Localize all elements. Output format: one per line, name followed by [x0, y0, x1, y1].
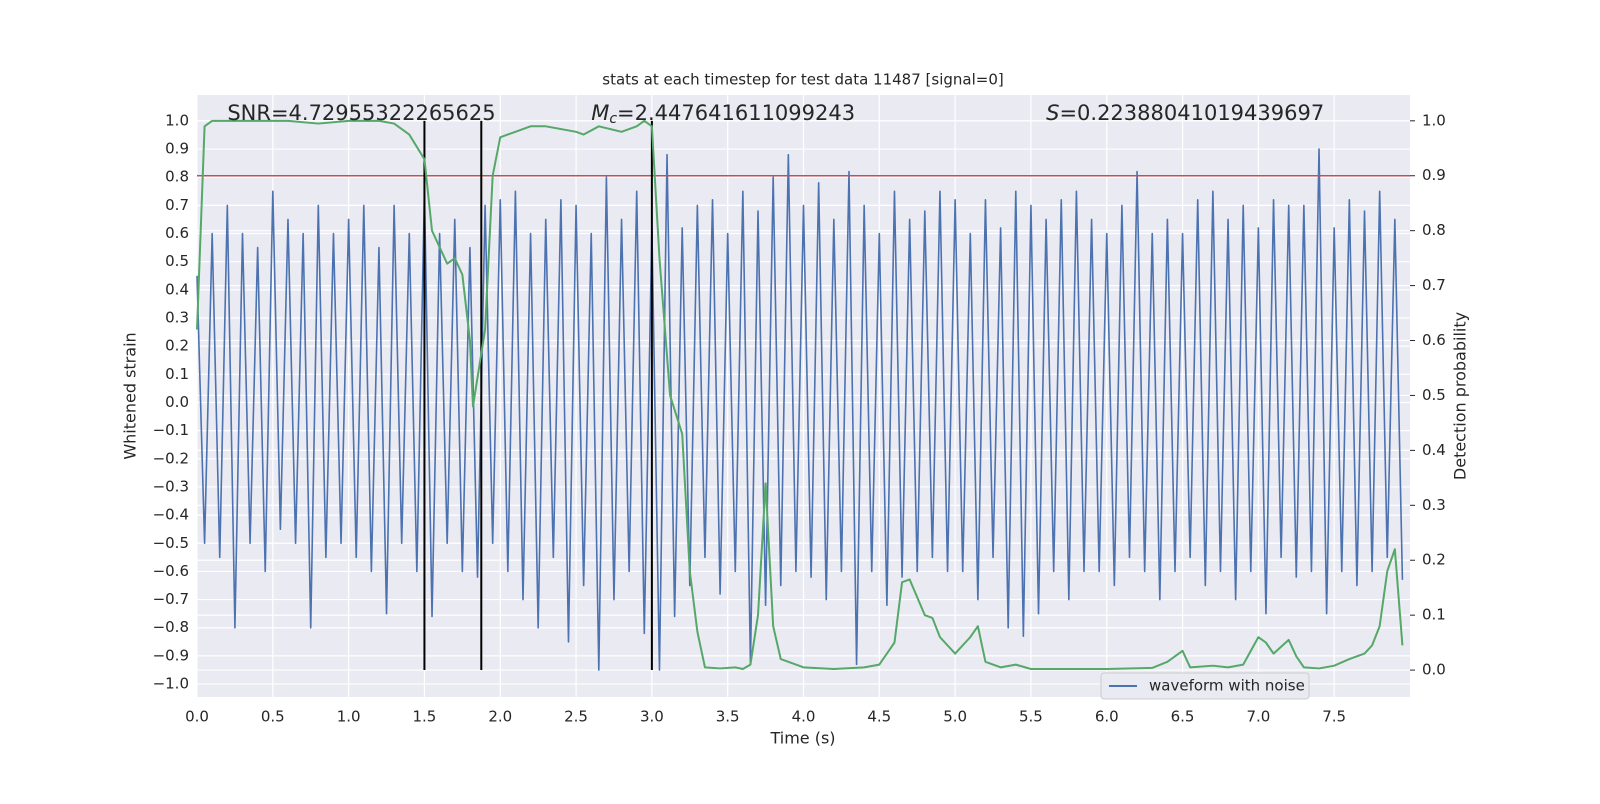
x-tick-label: 0.5 [261, 708, 285, 726]
y-tick-label: −0.7 [153, 590, 189, 608]
y2-tick-label: 0.4 [1422, 441, 1446, 459]
x-tick-label: 7.0 [1246, 708, 1270, 726]
x-tick-label: 2.5 [564, 708, 588, 726]
x-tick-label: 6.0 [1095, 708, 1119, 726]
annotation-text: =0.22388041019439697 [1059, 101, 1324, 125]
y-tick-label: −0.1 [153, 421, 189, 439]
y-tick-label: −0.4 [153, 506, 189, 524]
y-tick-label: −0.5 [153, 534, 189, 552]
x-tick-label: 5.5 [1019, 708, 1043, 726]
y2-tick-label: 0.6 [1422, 331, 1446, 349]
legend-box [1100, 672, 1310, 700]
y-tick-label: 0.1 [165, 365, 189, 383]
x-axis-label: Time (s) [769, 729, 835, 748]
y-tick-label: 0.8 [165, 168, 189, 186]
y-tick-label: 1.0 [165, 111, 189, 129]
annotation: Mc=2.447641611099243 [591, 101, 855, 127]
annotation: S=0.22388041019439697 [1046, 101, 1324, 125]
legend-label: waveform with noise [1149, 677, 1305, 695]
y2-tick-label: 0.0 [1422, 661, 1446, 679]
x-tick-label: 3.5 [716, 708, 740, 726]
y2-tick-label: 0.5 [1422, 386, 1446, 404]
x-tick-label: 5.0 [943, 708, 967, 726]
annotation-subscript: c [609, 111, 617, 127]
chart-title: stats at each timestep for test data 114… [602, 71, 1003, 89]
y-tick-label: 0.9 [165, 140, 189, 158]
y-tick-label: 0.2 [165, 337, 189, 355]
x-tick-label: 0.0 [185, 708, 209, 726]
y-tick-label: −1.0 [153, 675, 189, 693]
annotation-text: =2.447641611099243 [617, 101, 855, 125]
annotation-symbol: S [1046, 101, 1059, 125]
y-axis-label: Whitened strain [121, 332, 140, 459]
y-tick-label: 0.4 [165, 280, 189, 298]
annotation-symbol: M [591, 101, 609, 125]
y-tick-label: 0.0 [165, 393, 189, 411]
y2-tick-label: 0.2 [1422, 551, 1446, 569]
x-tick-label: 2.0 [488, 708, 512, 726]
x-tick-label: 1.5 [413, 708, 437, 726]
data-line [196, 119, 1404, 670]
x-tick-label: 7.5 [1322, 708, 1346, 726]
y2-tick-label: 0.8 [1422, 221, 1446, 239]
y2-tick-label: 1.0 [1422, 111, 1446, 129]
y2-tick-label: 0.9 [1422, 166, 1446, 184]
x-tick-label: 4.5 [867, 708, 891, 726]
y2-axis-label: Detection probability [1451, 312, 1470, 480]
x-tick-label: 3.0 [640, 708, 664, 726]
y-tick-label: −0.3 [153, 477, 189, 495]
y-tick-label: 0.5 [165, 252, 189, 270]
y-tick-label: −0.9 [153, 646, 189, 664]
data-line [196, 148, 1404, 671]
y2-tick-label: 0.3 [1422, 496, 1446, 514]
x-tick-label: 4.0 [792, 708, 816, 726]
y-tick-label: −0.2 [153, 449, 189, 467]
y2-tick-label: 0.7 [1422, 276, 1446, 294]
y-tick-label: −0.6 [153, 562, 189, 580]
y-tick-label: −0.8 [153, 618, 189, 636]
x-tick-label: 1.0 [337, 708, 361, 726]
y-tick-label: 0.6 [165, 224, 189, 242]
y-tick-label: 0.3 [165, 309, 189, 327]
x-tick-label: 6.5 [1171, 708, 1195, 726]
y-tick-label: 0.7 [165, 196, 189, 214]
annotation: SNR=4.72955322265625 [227, 101, 495, 125]
y2-tick-label: 0.1 [1422, 606, 1446, 624]
annotation-text: SNR=4.72955322265625 [227, 101, 495, 125]
